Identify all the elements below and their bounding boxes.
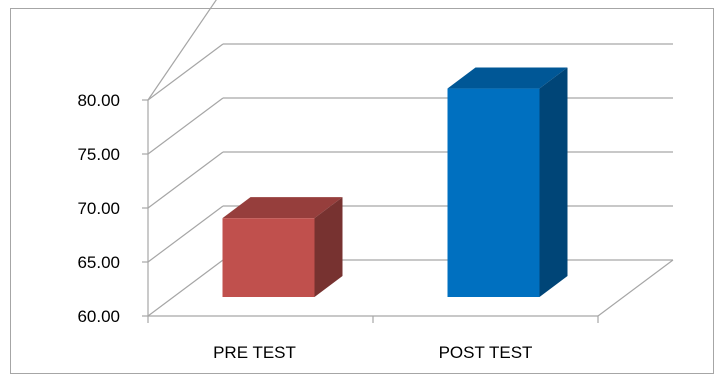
x-tick-label: POST TEST	[439, 343, 533, 362]
axes	[142, 99, 599, 323]
gridline-diagonal	[147, 0, 217, 101]
gridline-diagonal	[147, 43, 224, 101]
y-tick-label: 75.00	[77, 145, 120, 164]
gridline-diagonal	[147, 259, 224, 317]
y-tick-label: 65.00	[77, 253, 120, 272]
bar-pre-test	[222, 218, 315, 297]
gridline-diagonal	[147, 151, 224, 209]
bar-pre-test-top	[222, 197, 343, 219]
bar-post-test-side	[539, 67, 568, 297]
y-tick-label: 60.00	[77, 307, 120, 326]
bar-post-test-top	[447, 67, 568, 89]
bar-pre-test-side	[314, 197, 343, 297]
bars	[222, 67, 568, 297]
gridline-diagonal	[147, 205, 224, 263]
x-tick-label: PRE TEST	[213, 343, 296, 362]
chart-frame	[10, 8, 714, 374]
y-tick-label: 70.00	[77, 199, 120, 218]
floor-right-edge	[597, 259, 674, 317]
gridline-diagonal	[147, 97, 224, 155]
labels: 60.00 65.00 70.00 75.00 80.00 PRE TEST POST TE…	[77, 91, 532, 362]
y-tick-label: 80.00	[77, 91, 120, 110]
bar-post-test	[447, 88, 540, 297]
